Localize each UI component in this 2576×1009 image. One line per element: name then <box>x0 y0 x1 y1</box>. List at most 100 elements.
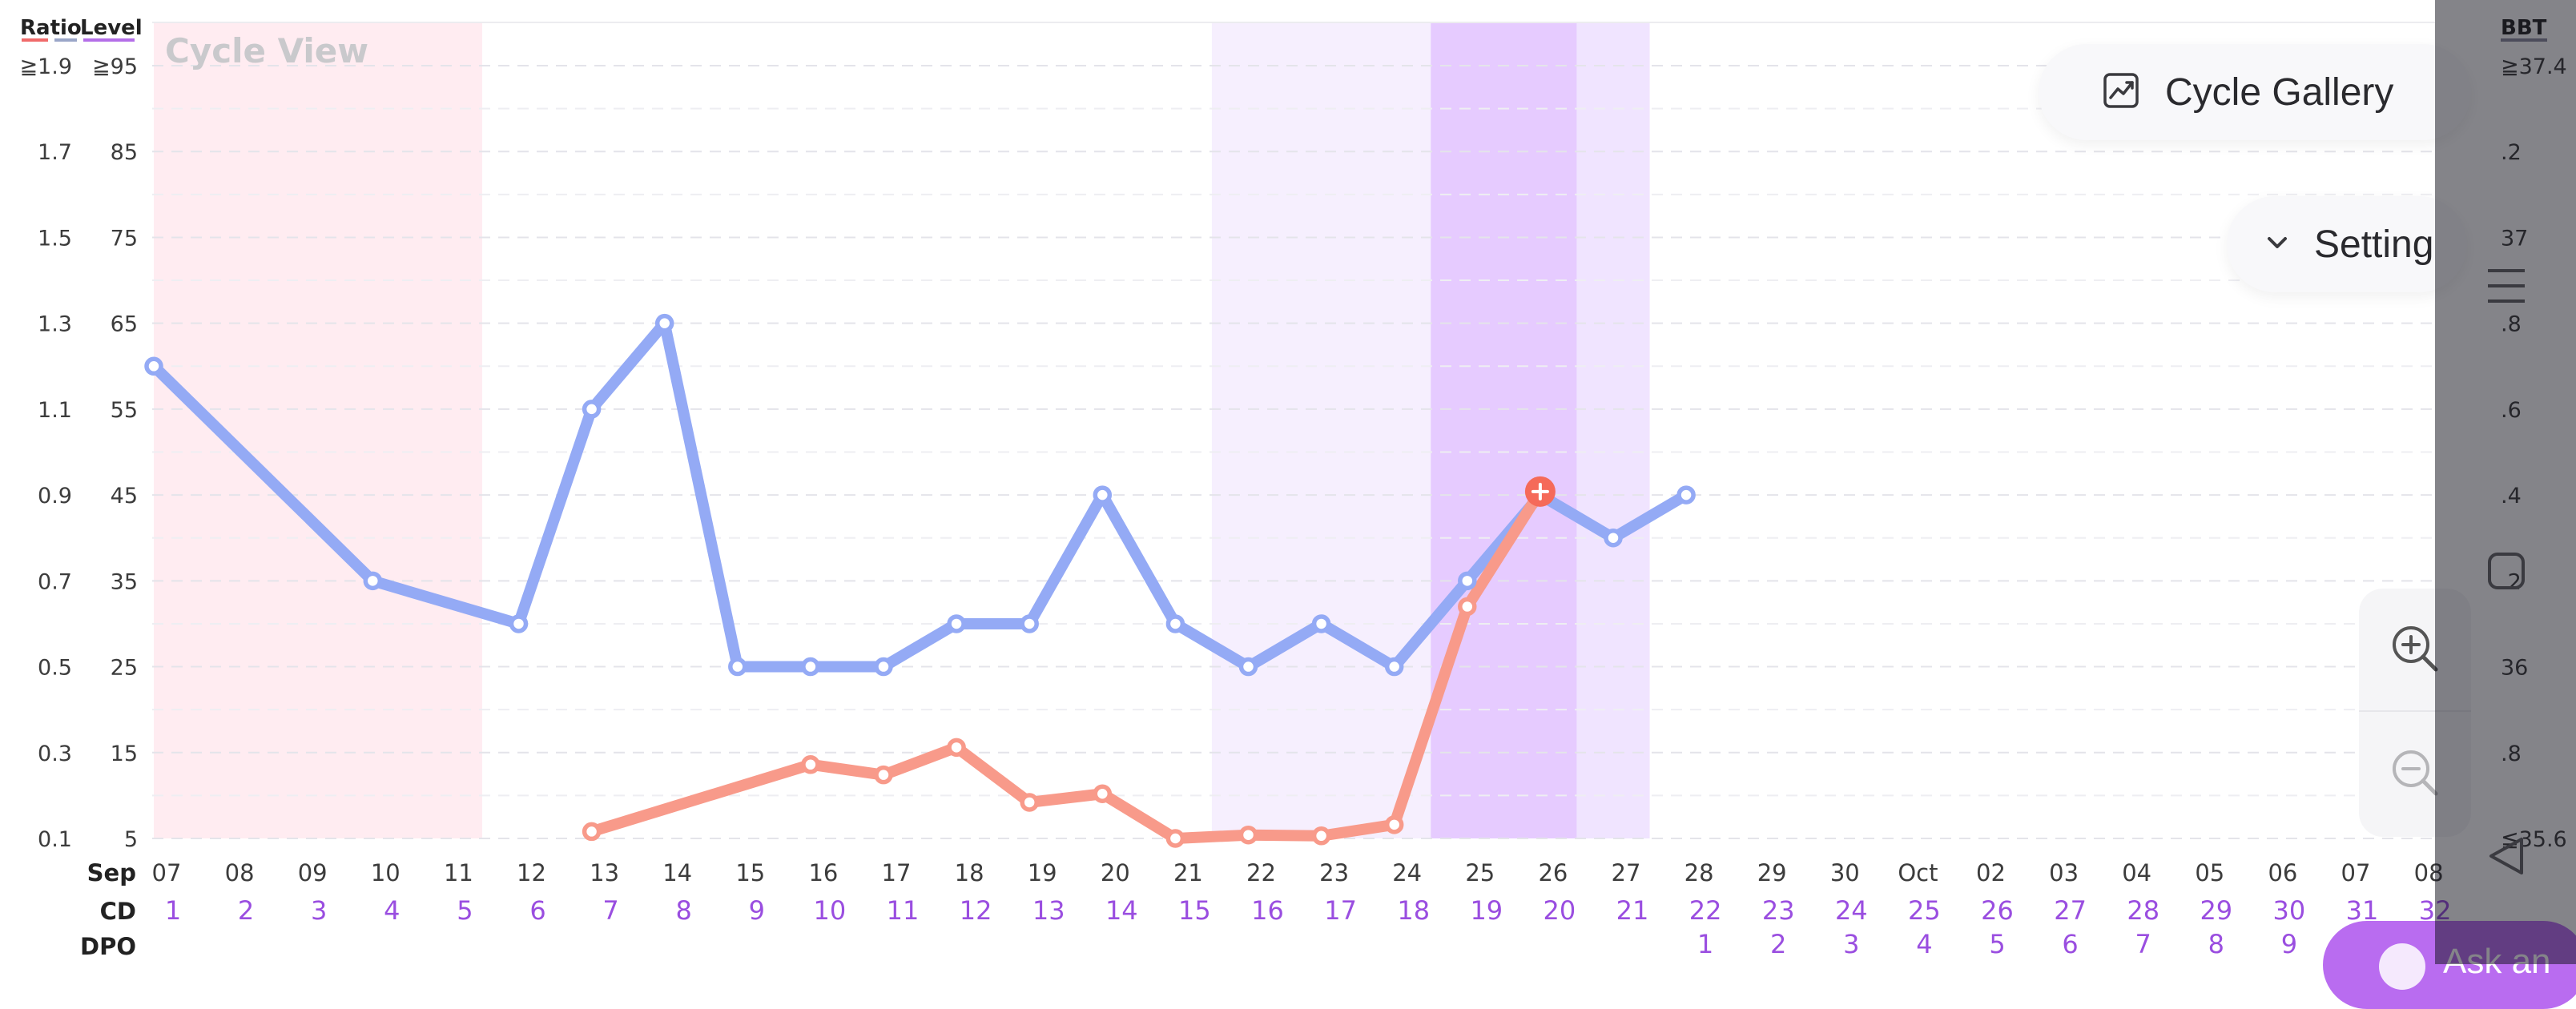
zoom-out-button[interactable] <box>2387 745 2443 801</box>
dpo-tick-label: 9 <box>2281 929 2297 959</box>
data-point-lh <box>1093 485 1113 504</box>
ratio-tick-label: 1.1 <box>38 398 72 423</box>
level-tick-label: 65 <box>111 312 138 337</box>
date-tick-label: 23 <box>1319 859 1349 886</box>
date-tick-label: 24 <box>1392 859 1422 886</box>
cd-tick-label: 28 <box>2127 895 2159 926</box>
data-point-pdg <box>1384 815 1404 834</box>
setting-button[interactable]: Setting <box>2227 196 2467 292</box>
cd-tick-label: 12 <box>960 895 992 926</box>
date-tick-label: 12 <box>517 859 546 886</box>
data-point-pdg <box>1458 597 1477 617</box>
dpo-tick-label: 1 <box>1697 929 1713 959</box>
data-point-lh <box>728 657 747 677</box>
cd-tick-label: 5 <box>457 895 473 926</box>
data-point-pdg <box>874 765 893 785</box>
chart-image-icon <box>2103 72 2139 113</box>
date-tick-label: 13 <box>590 859 619 886</box>
cd-tick-label: 7 <box>602 895 618 926</box>
ratio-tick-label: 1.5 <box>38 226 72 251</box>
data-point-pdg <box>1093 784 1113 803</box>
level-tick-label: 15 <box>111 742 138 766</box>
cd-row-label: CD <box>100 898 136 925</box>
date-tick-label: 17 <box>882 859 912 886</box>
date-tick-label: 20 <box>1101 859 1130 886</box>
zoom-out-icon <box>2393 750 2438 796</box>
cycle-gallery-button[interactable]: Cycle Gallery <box>2039 44 2471 140</box>
zoom-divider <box>2359 710 2471 712</box>
date-tick-label: 04 <box>2122 859 2151 886</box>
date-tick-label: 28 <box>1684 859 1714 886</box>
date-tick-label: 07 <box>2341 859 2371 886</box>
cd-tick-label: 19 <box>1470 895 1503 926</box>
ratio-axis-header: Ratio <box>20 16 82 40</box>
data-point-lh <box>1238 657 1258 677</box>
data-point-pdg <box>801 755 820 774</box>
ratio-tick-label: 0.5 <box>38 656 72 681</box>
chart-title: Cycle View <box>165 31 368 70</box>
cd-tick-label: 25 <box>1908 895 1941 926</box>
cd-tick-label: 16 <box>1251 895 1284 926</box>
level-tick-label: ≧95 <box>92 54 138 79</box>
level-tick-label: 35 <box>111 569 138 594</box>
cd-tick-label: 23 <box>1762 895 1795 926</box>
data-point-lh <box>947 614 966 633</box>
menu-icon[interactable] <box>2485 264 2528 308</box>
cycle-gallery-label: Cycle Gallery <box>2165 70 2394 114</box>
data-point-lh <box>654 313 674 333</box>
cd-tick-label: 14 <box>1105 895 1138 926</box>
date-tick-label: Oct <box>1898 859 1938 886</box>
level-axis-header: Level <box>80 16 143 40</box>
data-point-lh <box>1384 657 1404 677</box>
cd-tick-label: 21 <box>1616 895 1649 926</box>
date-tick-label: 07 <box>152 859 182 886</box>
date-tick-label: 08 <box>225 859 255 886</box>
data-point-lh <box>144 356 163 376</box>
level-tick-label: 75 <box>111 226 138 251</box>
cd-tick-label: 13 <box>1032 895 1065 926</box>
date-tick-label: 11 <box>444 859 473 886</box>
level-tick-label: 25 <box>111 656 138 681</box>
date-row-label: Sep <box>87 859 136 886</box>
cd-tick-label: 24 <box>1835 895 1868 926</box>
cd-tick-label: 10 <box>814 895 847 926</box>
date-tick-label: 21 <box>1173 859 1203 886</box>
back-triangle-icon[interactable] <box>2486 836 2526 876</box>
data-point-pdg <box>947 738 966 758</box>
zoom-in-icon <box>2393 626 2438 672</box>
dpo-tick-label: 8 <box>2208 929 2224 959</box>
cycle-chart: Cycle ViewRatioLevelBBT≧1.91.71.51.31.10… <box>19 16 2566 960</box>
zoom-in-button[interactable] <box>2387 621 2443 677</box>
setting-label: Setting <box>2314 223 2434 266</box>
band-fertile <box>1211 22 1431 838</box>
cd-tick-label: 18 <box>1397 895 1430 926</box>
date-tick-label: 14 <box>662 859 692 886</box>
assistant-icon <box>2379 943 2425 990</box>
date-tick-label: 18 <box>955 859 984 886</box>
cd-tick-label: 26 <box>1981 895 2014 926</box>
date-tick-label: 16 <box>808 859 838 886</box>
date-tick-label: 22 <box>1246 859 1276 886</box>
chevron-down-icon <box>2263 228 2292 261</box>
cd-tick-label: 22 <box>1689 895 1722 926</box>
band-period <box>154 22 482 838</box>
data-point-lh <box>1020 614 1039 633</box>
cd-tick-label: 6 <box>529 895 545 926</box>
level-tick-label: 85 <box>111 140 138 165</box>
chart-series <box>144 313 1696 848</box>
date-tick-label: 09 <box>298 859 328 886</box>
home-square-icon[interactable] <box>2486 551 2526 591</box>
data-point-lh <box>874 657 893 677</box>
band-post-peak <box>1576 22 1650 838</box>
data-point-lh <box>509 614 529 633</box>
date-tick-label: 03 <box>2049 859 2079 886</box>
data-point-pdg <box>1238 825 1258 845</box>
cd-tick-label: 4 <box>384 895 400 926</box>
system-nav-overlay <box>2435 0 2576 964</box>
date-tick-label: 25 <box>1465 859 1495 886</box>
data-point-lh <box>1676 485 1696 504</box>
cd-tick-label: 9 <box>749 895 765 926</box>
cd-tick-label: 1 <box>165 895 181 926</box>
date-tick-label: 27 <box>1612 859 1641 886</box>
